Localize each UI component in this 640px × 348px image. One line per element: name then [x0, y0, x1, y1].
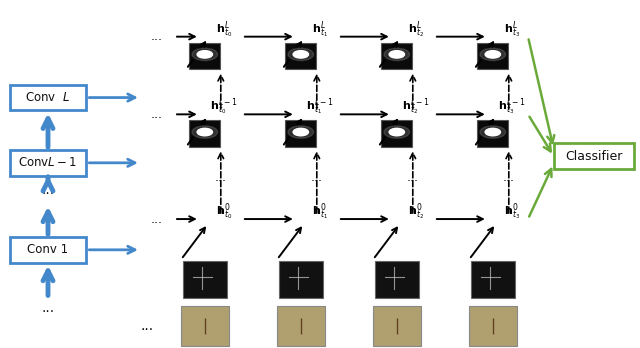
Circle shape	[384, 126, 410, 138]
Text: $\mathbf{h}_{t_3}^{L-1}$: $\mathbf{h}_{t_3}^{L-1}$	[498, 97, 526, 118]
Circle shape	[389, 128, 404, 136]
FancyBboxPatch shape	[372, 306, 421, 347]
FancyBboxPatch shape	[10, 150, 86, 175]
FancyBboxPatch shape	[10, 237, 86, 262]
FancyBboxPatch shape	[279, 261, 323, 298]
Text: $\mathbf{h}_{t_2}^{L}$: $\mathbf{h}_{t_2}^{L}$	[408, 19, 424, 40]
Circle shape	[485, 51, 500, 58]
Circle shape	[480, 126, 506, 138]
Circle shape	[192, 126, 218, 138]
FancyBboxPatch shape	[381, 43, 412, 69]
Text: ...: ...	[503, 171, 515, 184]
Text: $\mathbf{h}_{t_0}^{L-1}$: $\mathbf{h}_{t_0}^{L-1}$	[210, 97, 238, 118]
FancyBboxPatch shape	[10, 85, 86, 110]
Text: Conv 1: Conv 1	[28, 243, 68, 256]
FancyBboxPatch shape	[468, 306, 517, 347]
FancyBboxPatch shape	[477, 43, 508, 69]
Text: $\mathbf{h}_{t_3}^{0}$: $\mathbf{h}_{t_3}^{0}$	[504, 201, 520, 222]
Circle shape	[480, 48, 506, 61]
Text: $\mathbf{h}_{t_1}^{0}$: $\mathbf{h}_{t_1}^{0}$	[312, 201, 328, 222]
Circle shape	[485, 128, 500, 136]
Circle shape	[293, 128, 308, 136]
Text: Conv  $L$: Conv $L$	[26, 91, 70, 104]
FancyBboxPatch shape	[189, 43, 220, 69]
Text: ...: ...	[151, 108, 163, 121]
Text: $\mathbf{h}_{t_1}^{L-1}$: $\mathbf{h}_{t_1}^{L-1}$	[306, 97, 334, 118]
Text: ...: ...	[42, 183, 54, 197]
Text: ...: ...	[141, 319, 154, 333]
Text: ...: ...	[42, 301, 54, 315]
Text: $\mathbf{h}_{t_0}^{0}$: $\mathbf{h}_{t_0}^{0}$	[216, 201, 232, 222]
Text: ...: ...	[407, 171, 419, 184]
Text: ...: ...	[215, 171, 227, 184]
Text: ...: ...	[311, 171, 323, 184]
FancyBboxPatch shape	[189, 120, 220, 147]
FancyBboxPatch shape	[285, 120, 316, 147]
Circle shape	[384, 48, 410, 61]
Text: Conv$L-1$: Conv$L-1$	[19, 156, 77, 169]
Text: $\mathbf{h}_{t_0}^{L}$: $\mathbf{h}_{t_0}^{L}$	[216, 19, 232, 40]
Circle shape	[389, 51, 404, 58]
FancyBboxPatch shape	[183, 261, 227, 298]
Text: $\mathbf{h}_{t_2}^{L-1}$: $\mathbf{h}_{t_2}^{L-1}$	[402, 97, 430, 118]
Text: Classifier: Classifier	[565, 150, 622, 163]
Text: ...: ...	[151, 30, 163, 43]
FancyBboxPatch shape	[375, 261, 419, 298]
FancyBboxPatch shape	[554, 143, 634, 169]
FancyBboxPatch shape	[471, 261, 515, 298]
Text: $\mathbf{h}_{t_3}^{L}$: $\mathbf{h}_{t_3}^{L}$	[504, 19, 520, 40]
Circle shape	[293, 51, 308, 58]
Circle shape	[288, 48, 314, 61]
Text: ...: ...	[151, 213, 163, 226]
Circle shape	[197, 128, 212, 136]
Circle shape	[192, 48, 218, 61]
Circle shape	[197, 51, 212, 58]
FancyBboxPatch shape	[181, 306, 229, 347]
FancyBboxPatch shape	[277, 306, 324, 347]
Circle shape	[288, 126, 314, 138]
FancyBboxPatch shape	[285, 43, 316, 69]
Text: $\mathbf{h}_{t_1}^{L}$: $\mathbf{h}_{t_1}^{L}$	[312, 19, 328, 40]
FancyBboxPatch shape	[477, 120, 508, 147]
FancyBboxPatch shape	[381, 120, 412, 147]
Text: $\mathbf{h}_{t_2}^{0}$: $\mathbf{h}_{t_2}^{0}$	[408, 201, 424, 222]
